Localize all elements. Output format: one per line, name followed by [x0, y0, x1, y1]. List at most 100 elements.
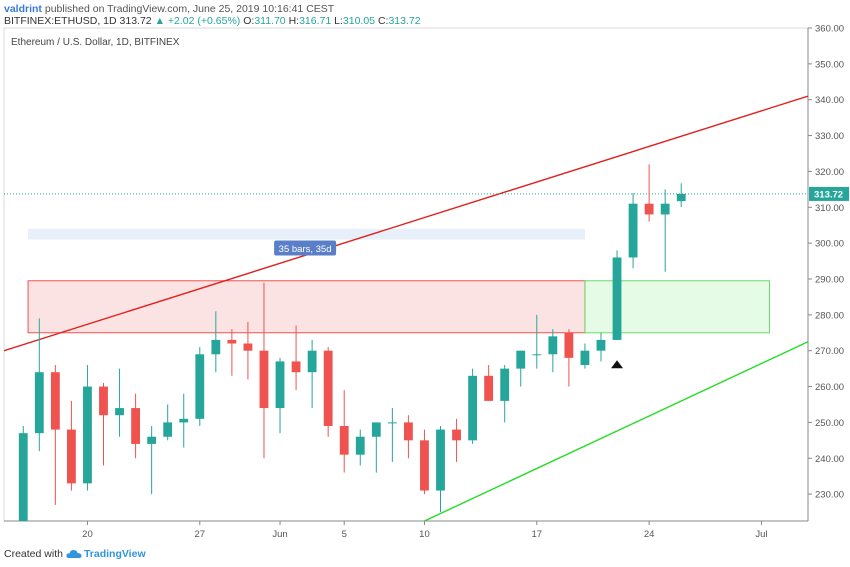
- candle: [452, 418, 461, 462]
- candle-body: [612, 257, 622, 340]
- y-tick-label: 350.00: [815, 59, 844, 70]
- candle-body: [420, 440, 429, 491]
- open-label: O:: [243, 15, 255, 27]
- open-value: 311.70: [254, 15, 286, 27]
- candle: [355, 429, 365, 466]
- candle: [66, 400, 76, 491]
- plot-area: [3, 27, 809, 522]
- candle-body: [484, 375, 494, 401]
- candle: [195, 347, 205, 426]
- price-change: +2.02 (+0.65%): [167, 15, 241, 27]
- y-tick-label: 330.00: [815, 131, 844, 142]
- candle: [147, 425, 157, 495]
- close-value: 313.72: [388, 15, 421, 27]
- y-tick-label: 250.00: [815, 418, 844, 429]
- candle-body: [259, 350, 269, 409]
- x-tick-label: 5: [342, 529, 347, 540]
- candle: [371, 422, 381, 473]
- y-tick-label: 320.00: [815, 167, 844, 178]
- y-tick-label: 240.00: [815, 454, 844, 465]
- candle-body: [227, 339, 237, 344]
- up-arrow-icon: ▲: [154, 15, 165, 27]
- candle: [259, 282, 269, 459]
- x-tick-label: 20: [82, 529, 93, 540]
- candle: [532, 314, 542, 369]
- candle: [420, 429, 429, 495]
- candle-body: [163, 422, 173, 437]
- candle: [34, 318, 44, 452]
- last-price-badge-text: 313.72: [814, 189, 843, 200]
- blue-zone: [28, 228, 585, 240]
- candle: [596, 332, 606, 362]
- candle-body: [83, 386, 92, 484]
- x-tick-label: 27: [194, 529, 205, 540]
- tradingview-logo[interactable]: TradingView: [66, 548, 146, 560]
- candle-body: [50, 372, 60, 430]
- x-tick-label: 10: [419, 529, 430, 540]
- candle: [291, 325, 301, 391]
- lower-trendline: [424, 341, 808, 521]
- candle: [580, 343, 590, 369]
- candle: [676, 183, 686, 208]
- close-label: C:: [377, 15, 389, 27]
- created-with-text: Created with: [4, 548, 63, 560]
- candle: [628, 192, 638, 269]
- x-tick-label: Jul: [755, 529, 767, 540]
- chart-title: Ethereum / U.S. Dollar, 1D, BITFINEX: [11, 37, 180, 48]
- x-tick-label: Jun: [272, 529, 287, 540]
- tradingview-brand: TradingView: [83, 548, 146, 560]
- candle: [387, 408, 397, 462]
- candle-body: [18, 433, 28, 521]
- candle: [83, 365, 92, 491]
- candle-body: [355, 436, 365, 455]
- candle-body: [387, 422, 397, 424]
- candle-body: [468, 375, 478, 441]
- candle: [436, 425, 445, 513]
- ohlc-line: BITFINEX:ETHUSD, 1D 313.72 ▲ +2.02 (+0.6…: [4, 15, 421, 27]
- candle: [500, 365, 510, 423]
- measure-label: 35 bars, 35d: [274, 240, 337, 256]
- low-label: L:: [334, 15, 343, 27]
- candle: [163, 404, 173, 441]
- candle-body: [179, 418, 189, 423]
- footer: Created with TradingView: [4, 548, 146, 560]
- candle: [227, 329, 237, 376]
- candle-body: [147, 436, 157, 444]
- x-tick-label: 17: [532, 529, 543, 540]
- candle: [211, 311, 221, 373]
- candle-body: [323, 350, 333, 426]
- y-tick-label: 340.00: [815, 95, 844, 106]
- candle: [484, 365, 494, 401]
- candle-body: [532, 354, 542, 356]
- author-link[interactable]: valdrint: [4, 3, 42, 15]
- candle-body: [291, 361, 301, 373]
- candle: [403, 415, 413, 459]
- candle-body: [676, 193, 686, 202]
- candle-body: [516, 350, 526, 369]
- y-tick-label: 230.00: [815, 490, 844, 501]
- low-value: 310.05: [342, 15, 376, 27]
- publish-info: valdrint published on TradingView.com, J…: [4, 3, 334, 15]
- y-tick-label: 280.00: [815, 310, 844, 321]
- last-price-badge-bg: [809, 186, 849, 201]
- x-tick-label: 24: [644, 529, 655, 540]
- candle-body: [596, 339, 606, 351]
- candle: [99, 382, 108, 466]
- candle-body: [436, 429, 445, 491]
- candle-body: [644, 203, 654, 215]
- candle: [323, 347, 333, 437]
- candle-body: [403, 422, 413, 441]
- y-tick-label: 260.00: [815, 382, 844, 393]
- candle: [660, 189, 670, 272]
- candle-body: [275, 361, 285, 409]
- candle: [612, 250, 622, 340]
- candle: [275, 357, 285, 434]
- symbol-line: BITFINEX:ETHUSD, 1D: [4, 15, 117, 27]
- candle: [644, 164, 654, 222]
- candle: [307, 339, 317, 409]
- candle-body: [211, 339, 221, 355]
- measure-label-bg: [274, 240, 337, 256]
- candle-body: [452, 429, 461, 441]
- upper-trendline: [4, 95, 808, 352]
